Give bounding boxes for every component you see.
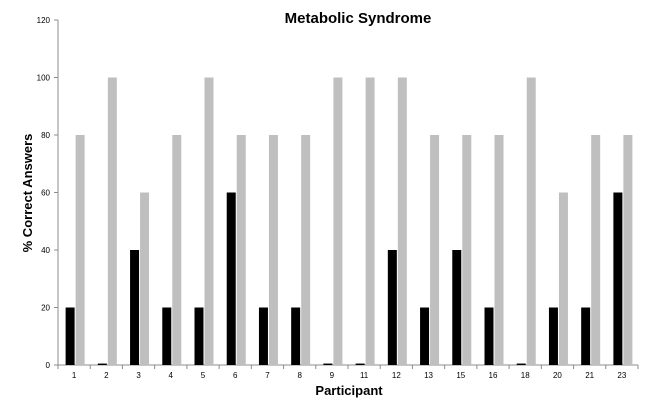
bar-series-1-participant-7 <box>258 307 268 365</box>
x-tick-label: 9 <box>330 371 335 380</box>
bar-series-2-participant-21 <box>591 135 601 365</box>
bar-series-2-participant-23 <box>623 135 633 365</box>
x-tick-label: 18 <box>521 371 530 380</box>
y-tick-label: 60 <box>41 189 50 198</box>
bar-series-1-participant-12 <box>387 250 397 365</box>
y-axis-label: % Correct Answers <box>20 134 35 253</box>
x-tick-label: 6 <box>233 371 238 380</box>
bar-series-1-participant-20 <box>548 307 558 365</box>
bar-series-1-participant-6 <box>226 192 236 365</box>
bar-series-1-participant-11 <box>355 363 365 365</box>
y-tick-label: 20 <box>41 304 50 313</box>
bar-series-1-participant-5 <box>194 307 204 365</box>
y-tick-label: 40 <box>41 246 50 255</box>
bar-series-2-participant-9 <box>333 77 343 365</box>
x-axis-label: Participant <box>315 383 383 398</box>
bar-series-1-participant-3 <box>130 250 140 365</box>
bar-series-1-participant-13 <box>420 307 430 365</box>
bar-series-1-participant-4 <box>162 307 172 365</box>
x-tick-label: 15 <box>456 371 465 380</box>
y-tick-label: 0 <box>46 361 51 370</box>
y-tick-label: 120 <box>37 16 51 25</box>
x-tick-label: 12 <box>392 371 401 380</box>
x-tick-label: 5 <box>201 371 206 380</box>
x-tick-label: 4 <box>169 371 174 380</box>
bar-series-2-participant-3 <box>140 192 150 365</box>
bar-series-1-participant-8 <box>291 307 301 365</box>
x-tick-label: 13 <box>424 371 433 380</box>
bar-series-2-participant-16 <box>494 135 504 365</box>
x-tick-label: 1 <box>72 371 77 380</box>
bar-series-2-participant-7 <box>268 135 278 365</box>
bar-series-1-participant-21 <box>581 307 591 365</box>
bar-series-1-participant-23 <box>613 192 623 365</box>
bar-series-2-participant-6 <box>236 135 246 365</box>
bar-series-1-participant-15 <box>452 250 462 365</box>
x-tick-label: 3 <box>136 371 141 380</box>
x-tick-label: 7 <box>265 371 270 380</box>
bar-series-1-participant-1 <box>65 307 75 365</box>
x-tick-label: 23 <box>617 371 626 380</box>
bar-series-2-participant-4 <box>172 135 182 365</box>
bar-series-2-participant-2 <box>107 77 117 365</box>
bar-series-2-participant-12 <box>397 77 407 365</box>
bar-series-2-participant-15 <box>462 135 472 365</box>
bar-series-2-participant-18 <box>526 77 536 365</box>
bar-series-2-participant-8 <box>301 135 311 365</box>
x-tick-label: 11 <box>360 371 369 380</box>
bar-series-1-participant-2 <box>97 363 107 365</box>
x-tick-label: 2 <box>104 371 109 380</box>
y-tick-label: 100 <box>37 74 51 83</box>
bar-series-2-participant-1 <box>75 135 85 365</box>
bar-series-2-participant-20 <box>558 192 568 365</box>
x-tick-label: 20 <box>553 371 562 380</box>
bar-series-1-participant-18 <box>516 363 526 365</box>
x-tick-label: 8 <box>297 371 302 380</box>
bar-series-1-participant-16 <box>484 307 494 365</box>
bar-series-2-participant-11 <box>365 77 375 365</box>
chart-title: Metabolic Syndrome <box>285 10 432 27</box>
bar-series-1-participant-9 <box>323 363 333 365</box>
bar-series-2-participant-5 <box>204 77 214 365</box>
x-tick-label: 21 <box>585 371 594 380</box>
bar-series-2-participant-13 <box>430 135 440 365</box>
x-tick-label: 16 <box>489 371 498 380</box>
y-tick-label: 80 <box>41 131 50 140</box>
